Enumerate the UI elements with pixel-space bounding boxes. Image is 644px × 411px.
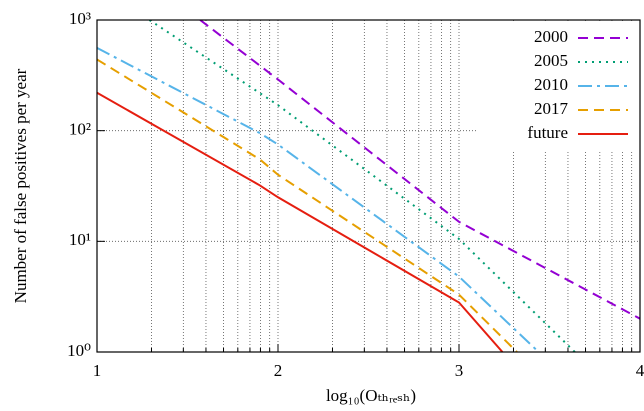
x-tick-label: 3 [455, 361, 464, 380]
y-tick-label: 10³ [69, 9, 91, 28]
y-tick-label: 10⁰ [67, 341, 91, 360]
legend-label: future [527, 123, 568, 142]
x-tick-label: 2 [274, 361, 283, 380]
series-line [148, 20, 576, 352]
legend-label: 2000 [534, 27, 568, 46]
x-tick-label: 4 [636, 361, 644, 380]
x-axis-label: log₁₀(Oₜₕᵣₑₛₕ) [326, 386, 416, 405]
series-line [97, 46, 540, 352]
plot-frame [96, 19, 641, 353]
series-line [97, 58, 518, 352]
legend-label: 2017 [534, 99, 569, 118]
series-line [199, 20, 640, 320]
y-tick-label: 10² [69, 120, 91, 139]
x-tick-label: 1 [93, 361, 102, 380]
y-axis-label: Number of false positives per year [11, 68, 30, 303]
y-tick-label: 10¹ [69, 230, 91, 249]
series-line [97, 91, 504, 352]
legend-label: 2010 [534, 75, 568, 94]
legend-label: 2005 [534, 51, 568, 70]
plot-lines [97, 20, 640, 352]
